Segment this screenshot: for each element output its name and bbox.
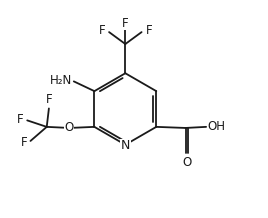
Text: F: F	[99, 24, 105, 37]
Text: O: O	[182, 156, 191, 169]
Text: F: F	[122, 17, 129, 29]
Text: F: F	[17, 113, 24, 126]
Text: O: O	[64, 121, 73, 135]
Text: F: F	[146, 24, 152, 37]
Text: F: F	[46, 93, 52, 106]
Text: OH: OH	[207, 120, 225, 133]
Text: F: F	[21, 136, 28, 148]
Text: H₂N: H₂N	[50, 74, 72, 87]
Text: N: N	[121, 139, 130, 152]
